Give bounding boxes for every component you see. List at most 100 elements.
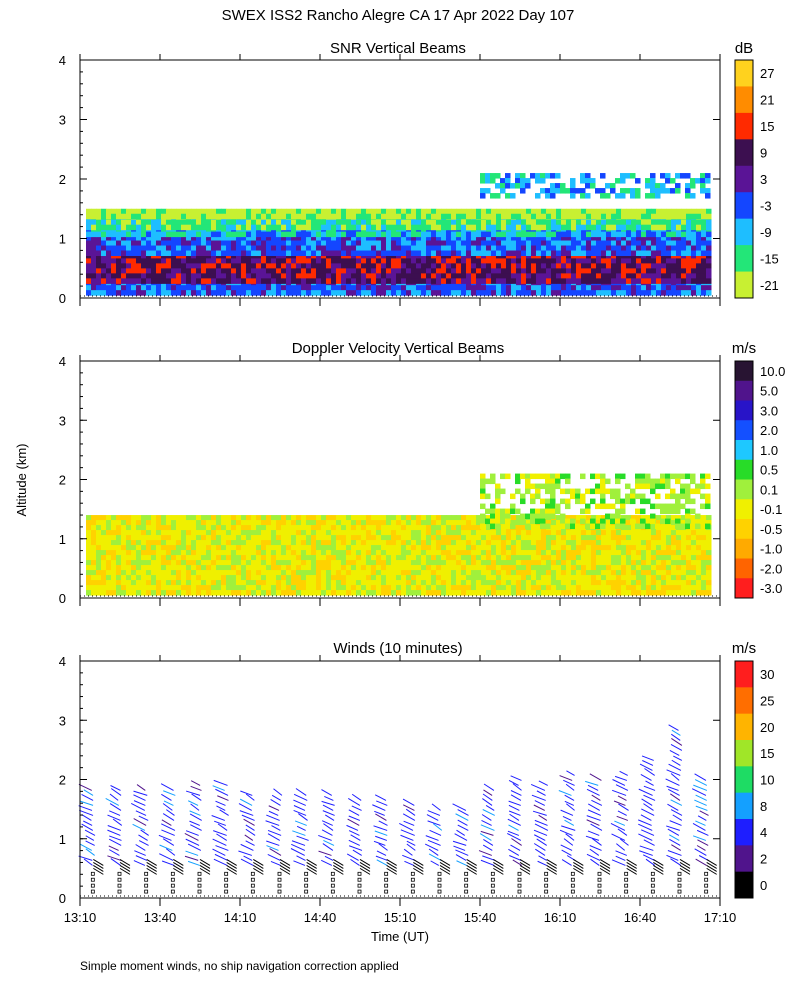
heatmap-cell: [311, 520, 317, 526]
heatmap-cell: [186, 231, 192, 238]
heatmap-cell: [176, 235, 182, 242]
heatmap-cell: [586, 515, 592, 521]
heatmap-cell: [341, 258, 347, 264]
heatmap-cell: [131, 263, 137, 269]
heatmap-cell: [206, 565, 212, 571]
heatmap-cell: [321, 250, 327, 257]
heatmap-cell: [351, 585, 357, 591]
heatmap-cell: [221, 240, 227, 247]
heatmap-cell: [426, 213, 432, 220]
heatmap-cell: [341, 520, 347, 526]
heatmap-cell: [216, 245, 222, 252]
heatmap-cell: [686, 290, 692, 296]
heatmap-cell: [431, 278, 437, 284]
heatmap-cell: [241, 268, 247, 274]
heatmap-cell: [91, 263, 97, 269]
heatmap-cell: [620, 523, 626, 530]
heatmap-cell: [491, 570, 497, 576]
heatmap-cell: [211, 590, 217, 596]
heatmap-cell: [391, 278, 397, 284]
heatmap-cell: [266, 565, 272, 571]
heatmap-cell: [201, 250, 207, 257]
heatmap-cell: [331, 555, 337, 561]
heatmap-cell: [391, 555, 397, 561]
heatmap-cell: [461, 585, 467, 591]
heatmap-cell: [301, 570, 307, 576]
heatmap-cell: [401, 285, 407, 291]
colorbar-swatch: [735, 139, 753, 167]
heatmap-cell: [666, 560, 672, 566]
heatmap-cell: [266, 253, 272, 259]
colorbar-swatch: [735, 271, 753, 299]
heatmap-cell: [546, 219, 552, 226]
heatmap-cell: [186, 235, 192, 242]
heatmap-cell: [196, 560, 202, 566]
heatmap-cell: [576, 219, 582, 226]
heatmap-cell: [346, 285, 352, 291]
heatmap-cell: [546, 565, 552, 571]
heatmap-cell: [486, 235, 492, 242]
heatmap-cell: [506, 240, 512, 247]
heatmap-cell: [231, 268, 237, 274]
heatmap-cell: [321, 258, 327, 264]
heatmap-cell: [590, 523, 596, 530]
heatmap-cell: [126, 555, 132, 561]
heatmap-cell: [336, 213, 342, 220]
heatmap-cell: [506, 585, 512, 591]
heatmap-cell: [646, 231, 652, 238]
heatmap-cell: [291, 235, 297, 242]
heatmap-cell: [121, 570, 127, 576]
heatmap-cell: [531, 540, 537, 546]
heatmap-cell: [301, 545, 307, 551]
heatmap-cell: [650, 478, 656, 485]
heatmap-cell: [316, 285, 322, 291]
heatmap-cell: [301, 550, 307, 556]
heatmap-cell: [506, 263, 512, 269]
heatmap-cell: [601, 258, 607, 264]
heatmap-cell: [561, 253, 567, 259]
heatmap-cell: [606, 245, 612, 252]
heatmap-cell: [171, 590, 177, 596]
heatmap-cell: [186, 245, 192, 252]
heatmap-cell: [706, 565, 712, 571]
heatmap-cell: [700, 178, 706, 184]
heatmap-cell: [626, 580, 632, 586]
heatmap-cell: [566, 235, 572, 242]
heatmap-cell: [641, 530, 647, 536]
heatmap-cell: [645, 183, 651, 189]
heatmap-cell: [146, 560, 152, 566]
heatmap-cell: [616, 268, 622, 274]
heatmap-cell: [705, 523, 711, 530]
heatmap-cell: [181, 213, 187, 220]
heatmap-cell: [580, 518, 586, 525]
heatmap-cell: [141, 585, 147, 591]
heatmap-cell: [456, 525, 462, 531]
heatmap-cell: [176, 219, 182, 226]
heatmap-cell: [216, 585, 222, 591]
heatmap-cell: [346, 213, 352, 220]
heatmap-cell: [96, 550, 102, 556]
heatmap-cell: [336, 590, 342, 596]
heatmap-cell: [546, 240, 552, 247]
heatmap-cell: [601, 278, 607, 284]
heatmap-cell: [201, 580, 207, 586]
heatmap-cell: [296, 263, 302, 269]
heatmap-cell: [480, 193, 486, 199]
heatmap-cell: [611, 278, 617, 284]
colorbar-tick-label: 21: [760, 93, 774, 108]
heatmap-cell: [106, 250, 112, 257]
heatmap-cell: [241, 540, 247, 546]
heatmap-cell: [521, 273, 527, 279]
heatmap-cell: [121, 515, 127, 521]
heatmap-cell: [490, 478, 496, 485]
heatmap-cell: [536, 213, 542, 220]
heatmap-cell: [626, 263, 632, 269]
heatmap-cell: [521, 208, 527, 215]
heatmap-cell: [535, 493, 541, 500]
heatmap-cell: [651, 245, 657, 252]
heatmap-cell: [576, 590, 582, 596]
heatmap-cell: [226, 570, 232, 576]
heatmap-cell: [276, 224, 282, 231]
heatmap-cell: [286, 550, 292, 556]
heatmap-cell: [251, 585, 257, 591]
